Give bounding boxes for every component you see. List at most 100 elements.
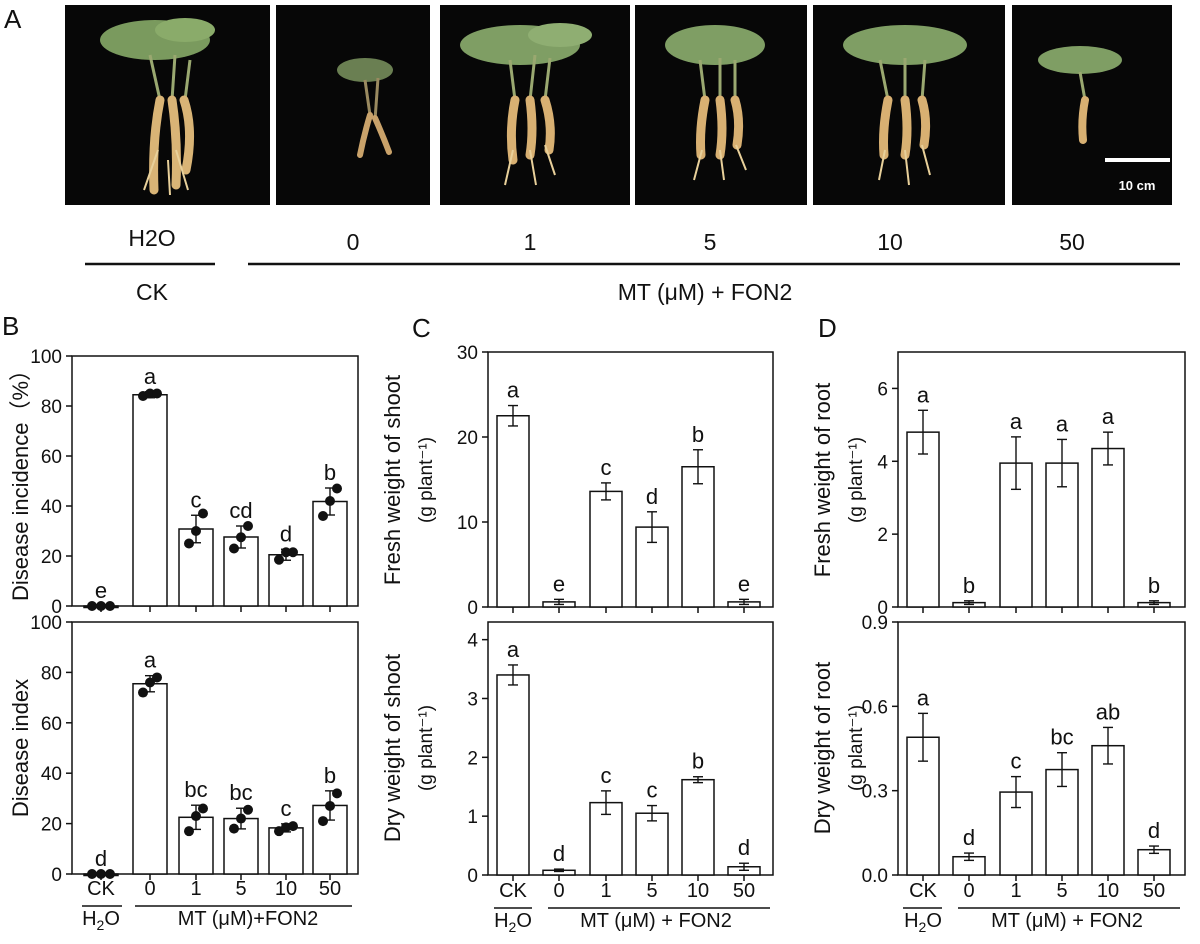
y-tick-label: 1 [467,807,478,828]
y-axis-label: Dry weight of root [810,662,835,834]
y-axis-label: Dry weight of shoot [380,654,405,842]
y-tick-label: 0 [467,598,478,619]
data-point [243,521,253,531]
y-tick-label: 40 [41,764,62,785]
y-tick-label: 60 [41,447,62,468]
chart-disease-incidence: 0 20 40 60 80 100 e a c cd d b Disease incidence（%） [8,347,359,618]
x-tick-label: 0 [144,878,155,900]
data-point [152,388,162,399]
bar [1091,744,1125,876]
photo-row: 10 cm [65,5,1172,205]
plot-frame [71,621,359,875]
y-tick-label: 10 [457,513,478,534]
significance-letter: b [1148,573,1160,598]
x-tick-label: 0 [963,880,974,902]
significance-letter: b [324,763,336,788]
significance-letter: a [507,637,520,662]
data-point [87,601,97,611]
plant-mt-5 [665,25,765,181]
y-tick-label: 0.6 [862,697,888,718]
x-tick-label: 10 [687,880,709,902]
group-label: MT (μM) + FON2 [580,910,732,932]
bar [496,674,530,876]
panel-d-letter: D [818,313,837,343]
plant-mt-10 [843,25,967,186]
x-tick-label: 0 [553,880,564,902]
bar [635,812,669,876]
x-axis-d: CK 0 1 5 10 50 H2O MT (μM) + FON2 [903,880,1180,935]
y-tick-label: 100 [30,347,62,368]
bar [268,554,304,607]
mt-group-label: MT (μM) + FON2 [618,279,792,305]
significance-letter: a [1056,411,1069,436]
plot-frame [487,351,774,608]
treatment-label-50: 50 [1059,229,1085,255]
bar [268,827,304,875]
data-point [87,869,97,879]
treatment-label-0: 0 [347,229,360,255]
plot-frame [897,621,1186,876]
plant-mt-50 [1038,46,1122,144]
data-point [236,813,246,824]
significance-letter: cd [229,498,252,523]
significance-letter: e [738,571,750,596]
y-tick-label: 0.3 [862,782,888,803]
treatment-label-h2o: H2O [128,225,175,251]
data-point [191,811,201,822]
y-tick-label: 0 [877,598,888,619]
x-tick-label: 5 [1056,880,1067,902]
x-tick-label: 1 [190,878,201,900]
significance-letter: d [553,841,565,866]
significance-letter: b [963,573,975,598]
significance-letter: c [601,455,612,480]
chart-fresh-weight-shoot: 0 10 20 30 a e c d b e Fresh weight of shoot (g pla… [380,343,774,619]
data-point [198,803,208,814]
plant-mt-0 [337,58,393,158]
x-tick-label: 5 [235,878,246,900]
plot-frame [897,351,1186,608]
data-point [105,601,115,611]
data-point [229,823,239,834]
significance-letter: d [95,846,107,871]
data-point [288,547,298,558]
x-tick-label: CK [909,880,937,902]
y-tick-label: 60 [41,714,62,735]
data-point [332,483,342,494]
significance-letter: c [647,778,658,803]
y-axis-unit: (g plant⁻¹) [416,437,437,523]
bar [312,500,348,607]
data-point [138,687,148,698]
y-tick-label: 30 [457,343,478,364]
control-label: H2O [494,910,532,935]
y-tick-label: 0 [51,865,62,886]
y-axis-label: Disease index [8,679,33,817]
significance-letter: c [281,796,292,821]
y-tick-label: 4 [877,452,888,473]
significance-letter: b [324,460,336,485]
bar [132,682,168,875]
y-tick-label: 4 [467,631,478,652]
significance-letter: d [280,521,292,546]
data-point [145,677,155,688]
bar [681,778,715,876]
x-tick-label: CK [499,880,527,902]
bar [681,466,715,608]
y-axis-label: Fresh weight of shoot [380,375,405,585]
bar [496,415,530,608]
group-label: MT (μM)+FON2 [178,908,319,930]
x-tick-label: 10 [275,878,297,900]
scale-bar-label: 10 cm [1119,178,1156,193]
chart-fresh-weight-root: 0 2 4 6 a b a a a b Fresh weight of root (g plant⁻¹… [810,351,1186,619]
x-tick-label: 50 [1143,880,1165,902]
data-point [274,554,284,565]
data-point [318,816,328,827]
plot-frame [71,355,359,607]
y-tick-label: 20 [41,547,62,568]
y-axis-unit: (g plant⁻¹) [846,705,867,791]
control-label: H2O [904,910,942,935]
significance-letter: bc [229,780,252,805]
data-point [281,547,291,558]
treatment-label-10: 10 [877,229,903,255]
y-tick-label: 2 [877,525,888,546]
